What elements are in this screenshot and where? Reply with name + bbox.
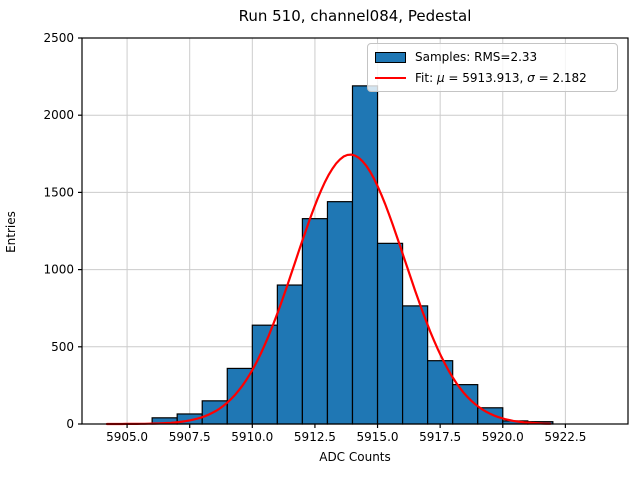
y-tick-label: 1500 [43,185,74,199]
legend-entry-samples: Samples: RMS=2.33 [375,48,609,66]
chart-title: Run 510, channel084, Pedestal [238,7,472,25]
y-tick-label: 0 [66,417,74,431]
histogram-swatch-icon [375,51,406,63]
x-tick-label: 5917.5 [419,430,461,444]
fit-curve [105,153,552,426]
histogram-bar [452,384,479,425]
fit-line-icon [375,76,406,79]
legend-entry-fit: Fit: μ = 5913.913, σ = 2.182 [375,69,609,87]
x-tick-label: 5910.0 [231,430,273,444]
legend-samples-label: Samples: RMS=2.33 [415,50,538,65]
histogram-bar [477,407,504,425]
histogram-bar [401,305,429,425]
histogram-bar [326,201,354,425]
histogram-bar [376,242,404,425]
x-tick-label: 5922.5 [544,430,586,444]
histogram-bar [301,218,329,425]
x-tick-label: 5907.5 [169,430,211,444]
y-axis-label: Entries [4,211,18,253]
axes-spines [81,37,629,425]
legend-fit-label: Fit: μ = 5913.913, σ = 2.182 [415,70,587,85]
y-tick-label: 2500 [43,31,74,45]
y-tick-label: 500 [51,340,74,354]
x-tick-label: 5915.0 [357,430,399,444]
x-tick-label: 5905.0 [106,430,148,444]
x-tick-label: 5912.5 [294,430,336,444]
x-axis-label: ADC Counts [319,450,391,464]
y-tick-label: 1000 [43,263,74,277]
y-tick-label: 2000 [43,108,74,122]
legend-box: Samples: RMS=2.33 Fit: μ = 5913.913, σ =… [367,43,618,92]
x-tick-label: 5920.0 [482,430,524,444]
histogram-bar [351,85,379,425]
histogram-bar [251,324,278,425]
